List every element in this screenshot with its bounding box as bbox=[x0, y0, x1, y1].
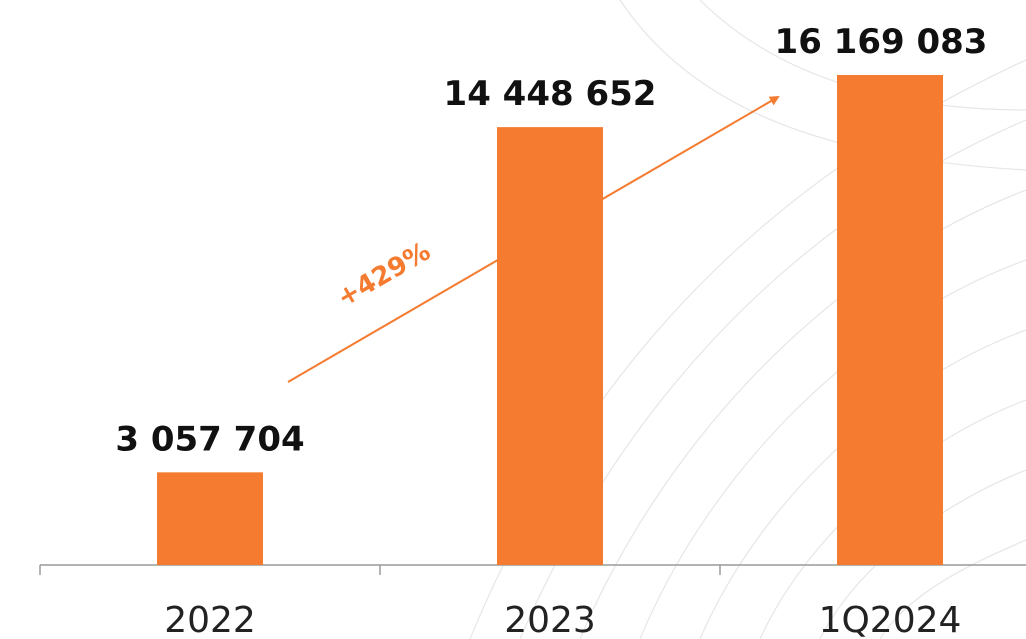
growth-annotation: +429% bbox=[332, 237, 435, 314]
value-label: 14 448 652 bbox=[444, 74, 657, 114]
value-label: 16 169 083 bbox=[775, 22, 988, 62]
x-tick-label: 2022 bbox=[164, 600, 256, 639]
x-tick-label: 1Q2024 bbox=[819, 600, 962, 639]
value-label: 3 057 704 bbox=[115, 419, 304, 459]
bar bbox=[837, 75, 943, 565]
bar bbox=[157, 472, 263, 565]
x-tick-label: 2023 bbox=[504, 600, 596, 639]
bar bbox=[497, 127, 603, 565]
